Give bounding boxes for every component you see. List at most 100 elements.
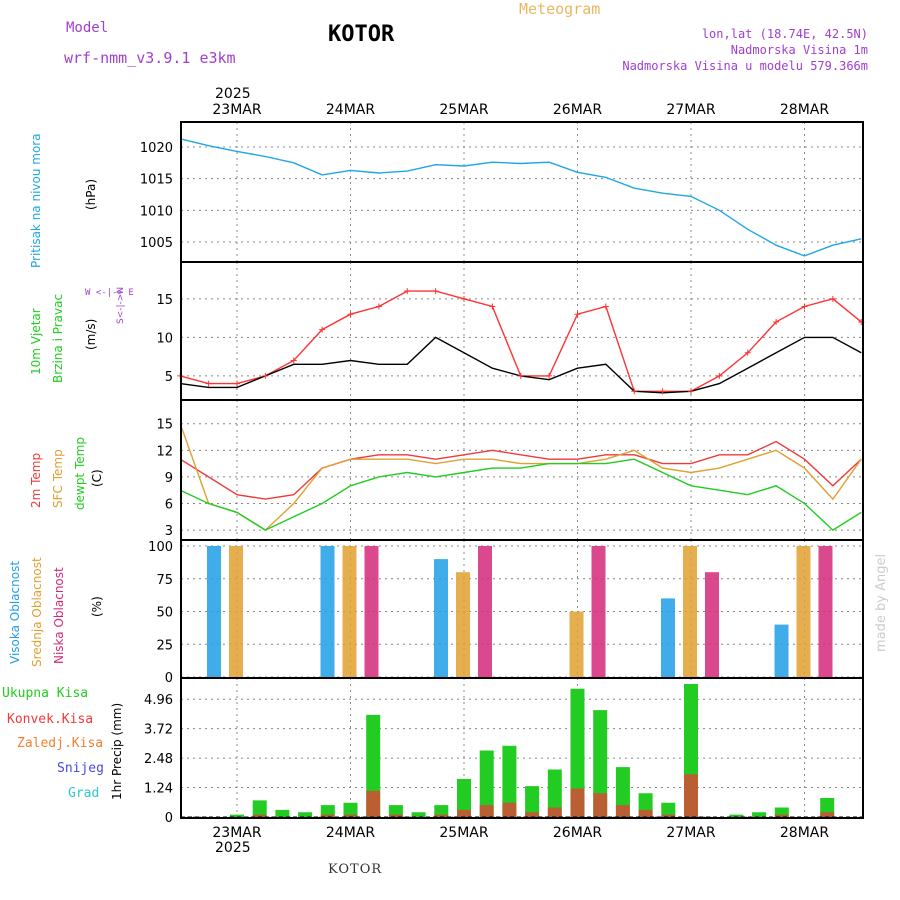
precip-convective-bar	[570, 788, 585, 817]
grid	[181, 122, 863, 818]
precip-total-bar	[434, 805, 449, 817]
y-tick-label: 3	[165, 524, 173, 539]
precip-total-bar	[661, 802, 676, 817]
precip-convective-bar	[638, 809, 653, 817]
wind-speed-marker	[688, 388, 694, 395]
cloud-mid-bar	[456, 572, 470, 677]
y-tick-label: 12	[156, 444, 173, 459]
panel-frames	[180, 121, 864, 819]
y-tick-label: 4.96	[144, 693, 173, 708]
wind-speed-marker	[319, 326, 326, 333]
cloud-mid-bar	[342, 546, 357, 677]
y-tick-label: 2.48	[144, 752, 173, 767]
wind-speed-marker	[461, 295, 467, 302]
cloud-high-bar	[434, 559, 448, 677]
legend-convective-rain: Konvek.Kisa	[7, 712, 94, 727]
cloud-low-bar	[591, 546, 606, 677]
compass-ew: W <-|-> E	[85, 288, 134, 298]
day-label-top: 25MAR	[439, 102, 488, 118]
wind-gust-line	[180, 336, 862, 394]
precip-total-bar	[752, 812, 767, 817]
cloud-high-bar	[661, 598, 675, 677]
precip-total-bar	[388, 805, 403, 817]
precip-total-bar	[320, 805, 335, 817]
wind-speed-marker	[602, 303, 609, 310]
precip-total-bar	[457, 779, 471, 817]
precip-total-bar	[275, 809, 290, 817]
wind-speed-marker	[546, 372, 553, 379]
y-tick-label: 1.24	[144, 782, 173, 797]
y-tick-label: 25	[156, 638, 173, 653]
wind-speed-marker	[829, 295, 836, 302]
wind-speed-marker	[489, 303, 496, 310]
precip-convective-bar	[366, 790, 381, 817]
cloud-mid-bar	[569, 611, 584, 677]
y-tick-label: 10	[156, 331, 173, 346]
cloud-low-bar	[478, 546, 492, 677]
precip-convective-bar	[479, 805, 494, 817]
wind-speed-marker	[432, 288, 439, 295]
precip-convective-bar	[252, 814, 267, 817]
precip-total-bar	[774, 807, 789, 817]
cloud-low-bar	[364, 546, 379, 677]
precip-total-bar	[593, 710, 608, 817]
panel-frame	[180, 677, 864, 819]
model-altitude-label: Nadmorska Visina u modelu 579.366m	[622, 59, 868, 73]
legend-total-rain: Ukupna Kisa	[2, 686, 89, 701]
panel-frame	[180, 121, 864, 263]
cloud-mid-bar	[229, 546, 243, 677]
day-label-bottom: 26MAR	[553, 825, 602, 841]
day-label-bottom: 25MAR	[439, 825, 488, 841]
wind-speed-marker	[234, 380, 240, 387]
wind-speed-marker	[347, 311, 354, 318]
cloud-high-bar	[207, 546, 221, 677]
precip-convective-bar	[525, 812, 540, 817]
precip-total-bar	[502, 745, 517, 817]
y-tick-label: 75	[156, 573, 173, 588]
cloud-low-bar	[705, 572, 719, 677]
y-tick-label: 50	[156, 606, 173, 621]
wind-speed-marker	[801, 303, 808, 310]
precip-total-bar	[479, 750, 494, 817]
wind-speed-marker	[517, 372, 524, 379]
cloud-mid-bar	[683, 546, 697, 677]
y-tick-label: 15	[156, 418, 173, 433]
y-tick-label: 1005	[140, 236, 173, 251]
y-tick-label: 1010	[140, 204, 173, 219]
day-label-top: 27MAR	[666, 102, 715, 118]
precip-total-bar	[343, 802, 358, 817]
precip-convective-bar	[661, 814, 676, 817]
altitude-label: Nadmorska Visina 1m	[730, 43, 868, 57]
y-tick-label: 15	[156, 293, 173, 308]
precip-convective-bar	[615, 805, 630, 817]
panel-frame	[180, 261, 864, 401]
precip-total-bar	[547, 769, 562, 817]
cloud-low-bar	[818, 546, 833, 677]
cloud-mid-bar	[796, 546, 811, 677]
y-tick-label: 100	[148, 540, 173, 555]
wind-speed-marker	[262, 372, 269, 379]
day-label-bottom: 24MAR	[326, 825, 375, 841]
precip-convective-bar	[388, 814, 403, 817]
panel-frame	[180, 399, 864, 541]
y-tick-label: 0	[165, 811, 173, 826]
day-label-bottom: 23MAR	[212, 825, 261, 841]
model-label: Model	[66, 20, 109, 36]
y-tick-label: 9	[165, 471, 173, 486]
precip-convective-bar	[457, 809, 471, 817]
precip-convective-bar	[820, 812, 835, 817]
legend-snow: Snijeg	[57, 761, 104, 776]
station-title: KOTOR	[328, 22, 395, 47]
precip-convective-bar	[343, 814, 358, 817]
precip-total-bar	[298, 812, 313, 817]
footer-station: KOTOR	[328, 862, 383, 877]
day-label-top: 24MAR	[326, 102, 375, 118]
day-label-top: 26MAR	[553, 102, 602, 118]
dewpt-line	[179, 458, 862, 531]
precip-convective-bar	[320, 814, 335, 817]
wind-speed-marker	[631, 388, 638, 395]
day-label-bottom: 28MAR	[780, 825, 829, 841]
t2m-line	[179, 440, 862, 500]
y-tick-label: 6	[165, 498, 173, 513]
